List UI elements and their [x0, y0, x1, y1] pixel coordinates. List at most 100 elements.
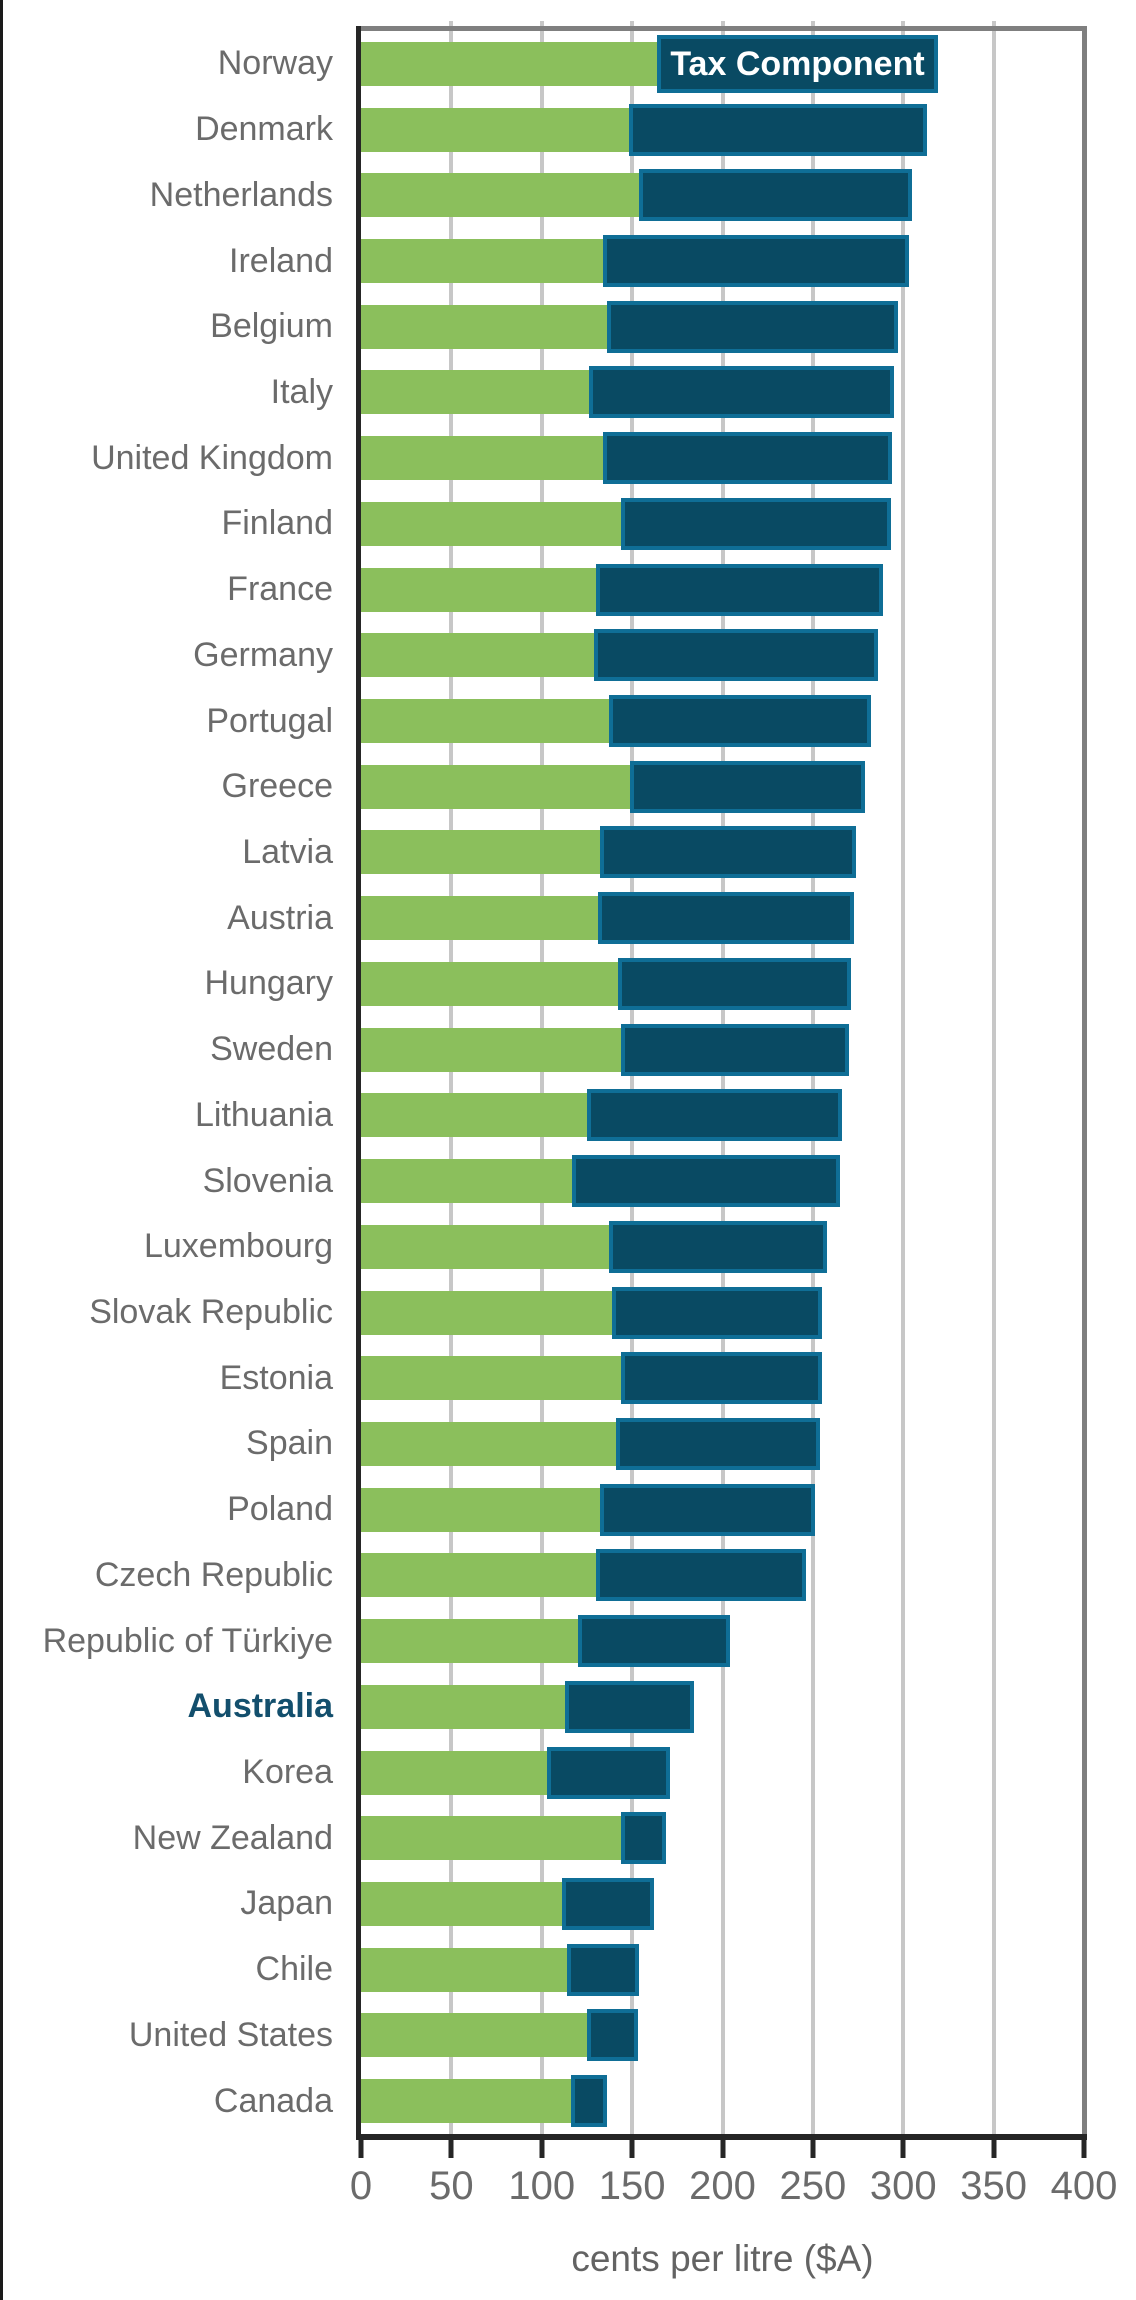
x-tick-label-100: 100: [508, 2164, 576, 2208]
x-tick-label-150: 150: [598, 2164, 666, 2208]
x-tick-100: [539, 2140, 545, 2158]
tax-component-bar: [599, 1483, 815, 1536]
country-label-czech-republic: Czech Republic: [94, 1555, 333, 1594]
x-tick-label-50: 50: [429, 2164, 474, 2208]
country-label-republic-of-t-rkiye: Republic of Türkiye: [42, 1621, 333, 1660]
tax-component-bar: [621, 497, 891, 550]
country-label-canada: Canada: [213, 2081, 333, 2120]
country-label-estonia: Estonia: [219, 1358, 333, 1397]
x-tick-250: [810, 2140, 816, 2158]
base-price-bar: [361, 1224, 609, 1269]
bar-row-japan: [361, 1871, 1084, 1937]
bar-row-germany: [361, 622, 1084, 688]
bar-rows: Tax Component: [361, 31, 1084, 2134]
bar-row-chile: [361, 1937, 1084, 2003]
x-axis-tick-labels: 0 50 100 150 200 250 300 350 400: [350, 2164, 1118, 2216]
base-price-bar: [361, 567, 596, 612]
bar-row-korea: [361, 1740, 1084, 1806]
base-price-bar: [361, 370, 589, 415]
tax-component-legend-label: Tax Component: [670, 44, 925, 83]
bar-row-hungary: [361, 951, 1084, 1017]
gridline-250: [810, 21, 815, 2140]
gridline-150: [630, 21, 635, 2140]
gridline-100: [539, 21, 544, 2140]
tax-component-bar: [621, 1023, 849, 1076]
country-label-slovenia: Slovenia: [202, 1161, 333, 1200]
country-label-latvia: Latvia: [242, 832, 333, 871]
base-price-bar: [361, 1290, 613, 1335]
base-price-bar: [361, 1487, 600, 1532]
base-price-bar: [361, 1619, 578, 1664]
country-label-chile: Chile: [255, 1950, 333, 1989]
tax-component-bar: [567, 1943, 640, 1996]
country-label-luxembourg: Luxembourg: [143, 1227, 333, 1266]
tax-component-bar: Tax Component: [657, 34, 938, 93]
tax-component-bar: [570, 2075, 607, 2128]
tax-component-bar: [586, 1089, 842, 1142]
base-price-bar: [361, 2013, 587, 2058]
tax-component-bar: [630, 760, 866, 813]
base-price-bar: [361, 1159, 573, 1204]
x-tick-label-0: 0: [349, 2164, 373, 2208]
bar-row-united-kingdom: [361, 425, 1084, 491]
tax-component-bar: [547, 1746, 671, 1799]
country-label-belgium: Belgium: [210, 307, 333, 346]
x-tick-50: [448, 2140, 454, 2158]
tax-component-bar: [588, 366, 895, 419]
tax-component-bar: [603, 432, 893, 485]
base-price-bar: [361, 1750, 548, 1795]
base-price-bar: [361, 1553, 596, 1598]
x-tick-label-300: 300: [869, 2164, 937, 2208]
gridlines: [361, 21, 1084, 2140]
base-price-bar: [361, 896, 598, 941]
country-label-united-states: United States: [128, 2015, 333, 2054]
country-label-italy: Italy: [270, 372, 333, 411]
bar-row-estonia: [361, 1345, 1084, 1411]
tax-component-bar: [621, 1812, 667, 1865]
country-label-norway: Norway: [217, 44, 333, 83]
tax-component-bar: [615, 1417, 821, 1470]
x-tick-label-400: 400: [1050, 2164, 1118, 2208]
bar-row-italy: [361, 360, 1084, 426]
bar-row-netherlands: [361, 162, 1084, 228]
country-label-finland: Finland: [221, 504, 333, 543]
tax-component-bar: [608, 695, 871, 748]
bar-row-republic-of-t-rkiye: [361, 1608, 1084, 1674]
country-label-japan: Japan: [240, 1884, 333, 1923]
y-axis-line: [356, 26, 361, 2140]
x-tick-label-200: 200: [689, 2164, 756, 2208]
base-price-bar: [361, 41, 658, 86]
base-price-bar: [361, 830, 600, 875]
tax-component-bar: [561, 1877, 654, 1930]
bar-row-australia: [361, 1674, 1084, 1740]
tax-component-bar: [608, 1220, 828, 1273]
bar-row-canada: [361, 2068, 1084, 2134]
bar-row-austria: [361, 885, 1084, 951]
base-price-bar: [361, 107, 629, 152]
country-label-denmark: Denmark: [195, 110, 333, 149]
country-label-lithuania: Lithuania: [194, 1095, 333, 1134]
base-price-bar: [361, 1684, 566, 1729]
tax-component-bar: [595, 1549, 806, 1602]
country-label-netherlands: Netherlands: [149, 175, 333, 214]
base-price-bar: [361, 961, 618, 1006]
bar-row-finland: [361, 491, 1084, 557]
x-tick-0: [358, 2140, 364, 2158]
bar-row-sweden: [361, 1017, 1084, 1083]
base-price-bar: [361, 501, 622, 546]
base-price-bar: [361, 1816, 622, 1861]
bar-row-slovak-republic: [361, 1280, 1084, 1346]
bar-row-czech-republic: [361, 1543, 1084, 1609]
base-price-bar: [361, 1027, 622, 1072]
x-tick-400: [1081, 2140, 1087, 2158]
bar-row-norway: Tax Component: [361, 31, 1084, 97]
base-price-bar: [361, 239, 604, 284]
tax-component-bar: [617, 957, 851, 1010]
country-label-new-zealand: New Zealand: [132, 1818, 333, 1857]
bar-row-latvia: [361, 820, 1084, 886]
bar-row-belgium: [361, 294, 1084, 360]
x-tick-350: [991, 2140, 997, 2158]
bar-row-poland: [361, 1477, 1084, 1543]
base-price-bar: [361, 1881, 562, 1926]
tax-component-bar: [628, 103, 927, 156]
